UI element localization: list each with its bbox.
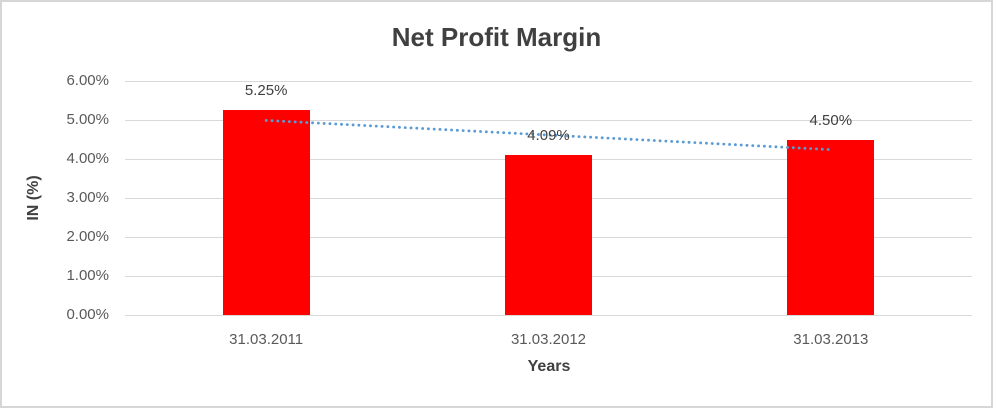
y-tick-label: 4.00% [66,150,109,167]
x-axis-line [125,314,972,316]
x-category-label: 31.03.2013 [793,331,869,348]
y-tick-label: 2.00% [66,228,109,245]
y-tick-label: 5.00% [66,111,109,128]
bar-value-label: 4.50% [809,111,853,129]
gridline [125,80,972,82]
bar-value-label: 4.09% [527,127,570,145]
bar-value-label: 5.25% [244,82,288,100]
y-tick-label: 1.00% [66,267,109,284]
x-axis-title: Years [527,358,571,375]
bar-31.03.2013 [787,139,875,315]
y-tick-label: 0.00% [66,306,109,323]
bar-31.03.2011 [222,110,310,315]
x-category-label: 31.03.2012 [510,331,587,348]
y-tick-label: 6.00% [66,72,109,89]
bar-31.03.2012 [505,155,592,315]
y-tick-label: 3.00% [66,189,109,206]
chart-title: Net Profit Margin [391,22,602,52]
x-category-label: 31.03.2011 [229,331,304,348]
